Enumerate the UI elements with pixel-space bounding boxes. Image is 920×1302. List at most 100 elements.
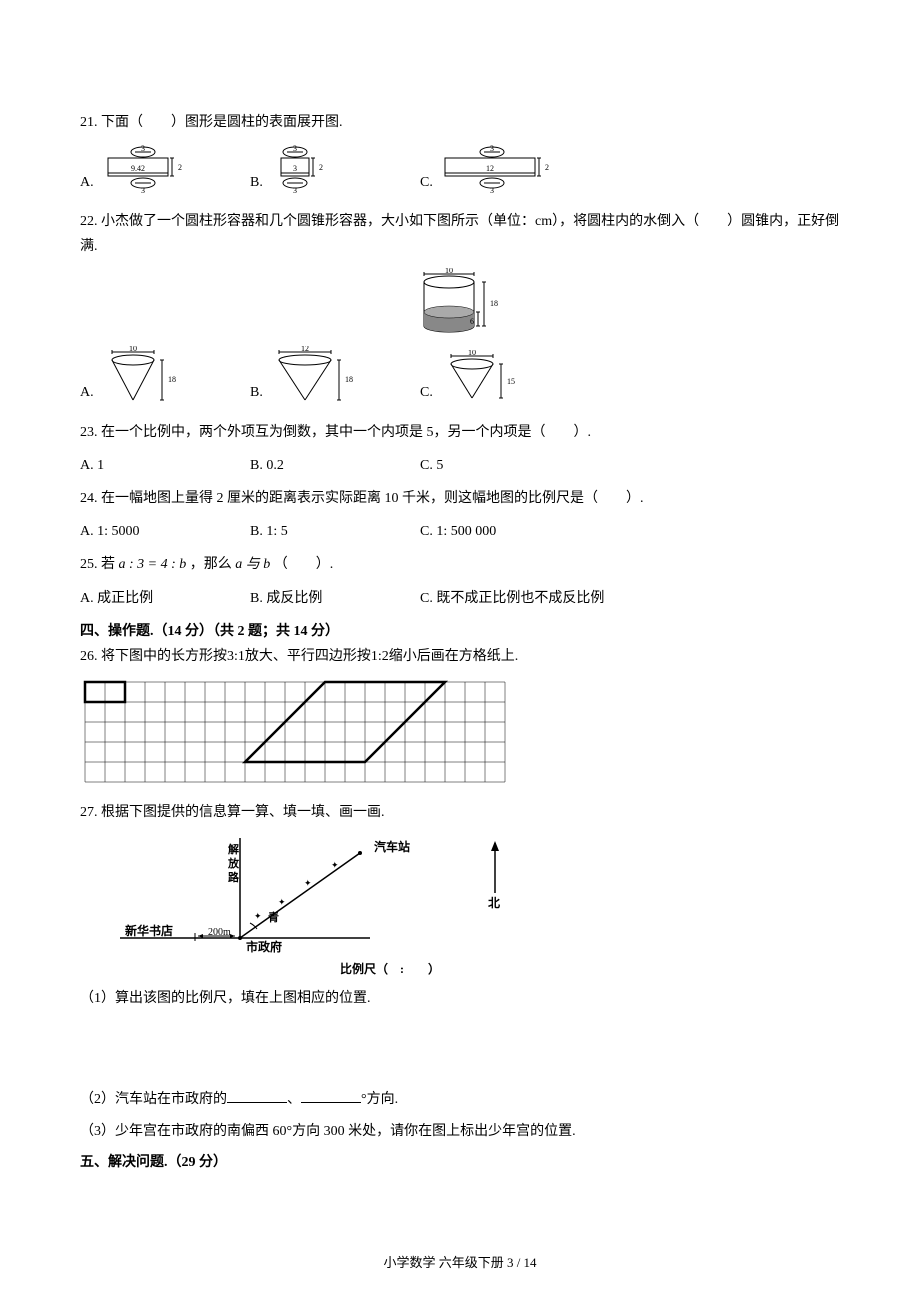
- q22-option-b: B. 12 18: [250, 346, 420, 406]
- svg-text:3: 3: [490, 144, 494, 153]
- q25-post: ，那么: [190, 557, 232, 572]
- q27-s2-post: °方向.: [361, 1092, 398, 1107]
- q24-b: B. 1: 5: [250, 519, 420, 544]
- svg-text:6: 6: [470, 317, 474, 326]
- svg-text:2: 2: [319, 163, 323, 172]
- q22-fig-b: 12 18: [267, 346, 367, 406]
- q25-pre: 25. 若: [80, 557, 115, 572]
- q21-options: A. 3 9.42 2 3 B. 3 3: [80, 143, 840, 195]
- svg-text:15: 15: [507, 377, 515, 386]
- q27-figure: 汽车站 解 放 路 新华书店 200m 市政府 ✦ ✦ ✦ ✦ 青 北 比例尺（…: [80, 833, 840, 978]
- svg-text:路: 路: [228, 870, 240, 884]
- q26-text: 26. 将下图中的长方形按3:1放大、平行四边形按1:2缩小后画在方格纸上.: [80, 644, 840, 669]
- q23-c: C. 5: [420, 453, 443, 478]
- svg-text:10: 10: [129, 346, 137, 353]
- svg-text:10: 10: [468, 350, 476, 357]
- q25-c: C. 既不成正比例也不成反比例: [420, 586, 604, 611]
- q21-b-label: B.: [250, 170, 263, 195]
- svg-text:市政府: 市政府: [246, 939, 282, 954]
- q27-map-svg: 汽车站 解 放 路 新华书店 200m 市政府 ✦ ✦ ✦ ✦ 青 北 比例尺（…: [80, 833, 570, 978]
- svg-text:3: 3: [141, 186, 145, 195]
- q25-a: A. 成正比例: [80, 586, 250, 611]
- svg-text:解: 解: [228, 842, 239, 856]
- q24-c: C. 1: 500 000: [420, 519, 496, 544]
- q25-end: （ ）.: [274, 557, 334, 572]
- svg-text:3: 3: [293, 144, 297, 153]
- svg-text:放: 放: [227, 856, 240, 870]
- q27-sub1: （1）算出该图的比例尺，填在上图相应的位置.: [80, 986, 840, 1011]
- q23-text: 23. 在一个比例中，两个外项互为倒数，其中一个内项是 5，另一个内项是（ ）.: [80, 420, 840, 445]
- q26-r2: 1:2: [371, 649, 389, 664]
- svg-text:3: 3: [141, 144, 145, 153]
- svg-text:2: 2: [545, 163, 549, 172]
- svg-text:2: 2: [178, 163, 182, 172]
- q27-sub3: （3）少年宫在市政府的南偏西 60°方向 300 米处，请你在图上标出少年宫的位…: [80, 1119, 840, 1144]
- q22-main-fig: 10 18 6: [400, 268, 520, 340]
- q22-c-label: C.: [420, 380, 433, 405]
- q21-text: 21. 下面（ ）图形是圆柱的表面展开图.: [80, 110, 840, 135]
- svg-text:10: 10: [445, 268, 453, 275]
- q25-expr: a : 3 = 4 : b: [119, 557, 187, 572]
- q23-options: A. 1 B. 0.2 C. 5: [80, 453, 840, 478]
- q22-option-c: C. 10 15: [420, 350, 527, 406]
- section5-heading: 五、解决问题.（29 分）: [80, 1150, 840, 1175]
- svg-text:9.42: 9.42: [131, 164, 145, 173]
- svg-text:✦: ✦: [254, 911, 262, 921]
- q22-options: A. 10 18 B. 12 18: [80, 346, 840, 406]
- q21-option-c: C. 3 12 2 3: [420, 143, 557, 195]
- section4-heading: 四、操作题.（14 分）（共 2 题；共 14 分）: [80, 619, 840, 644]
- q27-text: 27. 根据下图提供的信息算一算、填一填、画一画.: [80, 800, 840, 825]
- svg-text:北: 北: [488, 895, 500, 910]
- svg-text:青: 青: [268, 910, 279, 924]
- q22-b-label: B.: [250, 380, 263, 405]
- svg-text:✦: ✦: [278, 897, 286, 907]
- q26-r1: 3:1: [227, 649, 245, 664]
- q26-figure: [80, 677, 840, 792]
- q22-option-a: A. 10 18: [80, 346, 250, 406]
- q23-b: B. 0.2: [250, 453, 420, 478]
- q26-mid: 放大、平行四边形按: [245, 649, 371, 664]
- q22-a-label: A.: [80, 380, 94, 405]
- svg-text:汽车站: 汽车站: [374, 839, 410, 854]
- q21-fig-a: 3 9.42 2 3: [98, 143, 188, 195]
- q21-option-a: A. 3 9.42 2 3: [80, 143, 250, 195]
- q26-pre: 26. 将下图中的长方形按: [80, 649, 227, 664]
- q25-b: B. 成反比例: [250, 586, 420, 611]
- svg-text:18: 18: [168, 375, 176, 384]
- svg-text:新华书店: 新华书店: [125, 923, 173, 938]
- q27-s2-pre: （2）汽车站在市政府的: [80, 1092, 227, 1107]
- q26-grid-svg: [80, 677, 510, 792]
- q24-a: A. 1: 5000: [80, 519, 250, 544]
- q21-fig-c: 3 12 2 3: [437, 143, 557, 195]
- q25-ab: a 与 b: [235, 557, 270, 572]
- q25-text: 25. 若 a : 3 = 4 : b ，那么 a 与 b （ ）.: [80, 552, 840, 577]
- q27-sub2: （2）汽车站在市政府的 、 °方向.: [80, 1087, 840, 1112]
- q22-fig-a: 10 18: [98, 346, 188, 406]
- q23-a: A. 1: [80, 453, 250, 478]
- svg-text:3: 3: [293, 186, 297, 195]
- q21-a-label: A.: [80, 170, 94, 195]
- q24-text: 24. 在一幅地图上量得 2 厘米的距离表示实际距离 10 千米，则这幅地图的比…: [80, 486, 840, 511]
- svg-text:3: 3: [293, 164, 297, 173]
- q22-fig-c: 10 15: [437, 350, 527, 406]
- q27-blank2[interactable]: [301, 1087, 361, 1103]
- svg-text:✦: ✦: [304, 878, 312, 888]
- q21-fig-b: 3 3 2 3: [267, 143, 337, 195]
- page-footer: 小学数学 六年级下册 3 / 14: [0, 1251, 920, 1274]
- q21-option-b: B. 3 3 2 3: [250, 143, 420, 195]
- svg-text:18: 18: [345, 375, 353, 384]
- q27-s2-mid: 、: [287, 1092, 301, 1107]
- q24-options: A. 1: 5000 B. 1: 5 C. 1: 500 000: [80, 519, 840, 544]
- q27-blank1[interactable]: [227, 1087, 287, 1103]
- svg-text:3: 3: [490, 186, 494, 195]
- q21-c-label: C.: [420, 170, 433, 195]
- svg-text:12: 12: [486, 164, 494, 173]
- q27-workspace: [80, 1017, 840, 1087]
- svg-text:✦: ✦: [331, 860, 339, 870]
- svg-text:18: 18: [490, 299, 498, 308]
- q22-text: 22. 小杰做了一个圆柱形容器和几个圆锥形容器，大小如下图所示（单位：cm），将…: [80, 209, 840, 259]
- q26-post: 缩小后画在方格纸上.: [389, 649, 519, 664]
- q25-options: A. 成正比例 B. 成反比例 C. 既不成正比例也不成反比例: [80, 586, 840, 611]
- svg-text:比例尺（ : ）: 比例尺（ : ）: [340, 961, 440, 976]
- svg-text:12: 12: [301, 346, 309, 353]
